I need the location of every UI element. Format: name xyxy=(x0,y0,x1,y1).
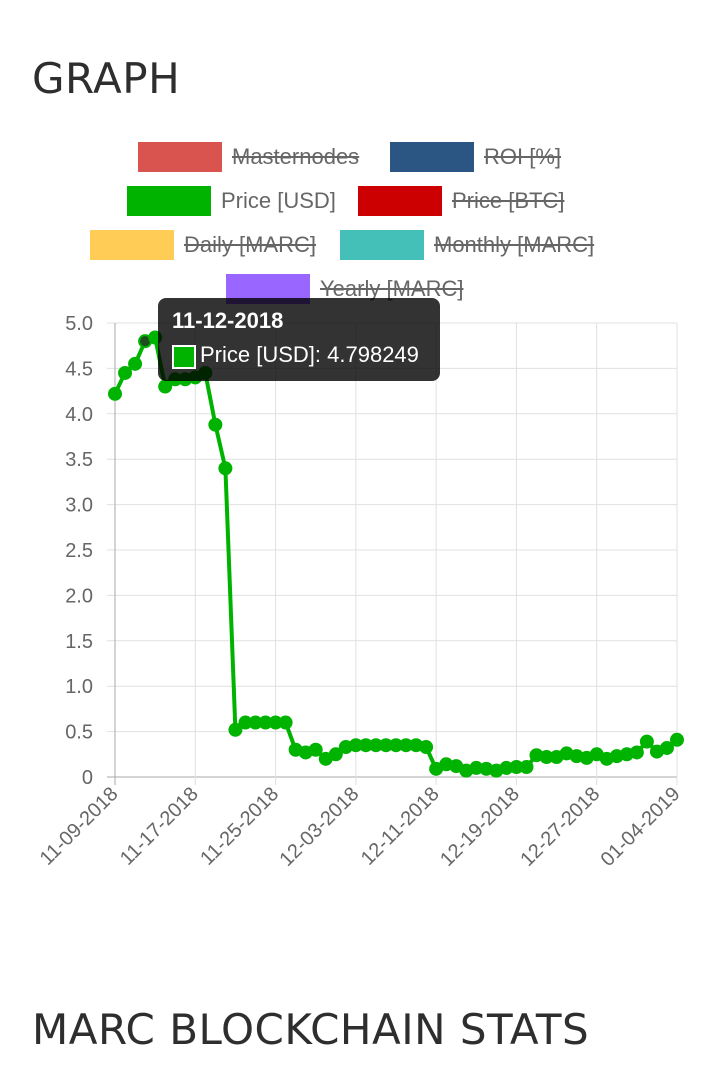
price-usd-line xyxy=(113,335,679,773)
legend-label: Price [BTC] xyxy=(452,188,565,213)
price-usd-point xyxy=(118,365,133,380)
tooltip-color-swatch xyxy=(172,345,196,369)
legend-label: ROI [%] xyxy=(484,144,562,169)
legend-swatch xyxy=(138,142,222,172)
y-tick-label: 1.0 xyxy=(65,676,93,698)
y-tick-label: 4.0 xyxy=(65,404,93,426)
y-tick-label: 4.5 xyxy=(65,358,93,380)
legend-item-monthly-marc[interactable]: Monthly [MARC] xyxy=(340,230,594,260)
legend-label: Yearly [MARC] xyxy=(320,276,464,301)
price-usd-point xyxy=(519,760,534,775)
tooltip-title: 11-12-2018 xyxy=(172,308,284,333)
price-usd-point xyxy=(228,722,243,737)
x-tick-label: 11-25-2018 xyxy=(196,783,283,870)
stats-section-title: MARC BLOCKCHAIN STATS xyxy=(32,1005,590,1054)
y-tick-label: 5.0 xyxy=(65,313,93,335)
legend-swatch xyxy=(390,142,474,172)
legend-label: Monthly [MARC] xyxy=(434,232,595,257)
legend-swatch xyxy=(127,186,211,216)
x-tick-label: 12-27-2018 xyxy=(516,783,604,871)
x-tick-label: 12-03-2018 xyxy=(275,783,363,871)
price-usd-point xyxy=(328,747,343,762)
legend-label: Price [USD] xyxy=(221,188,336,213)
x-tick-label: 12-11-2018 xyxy=(357,783,444,870)
legend-item-daily-marc[interactable]: Daily [MARC] xyxy=(90,230,316,260)
y-tick-label: 2.0 xyxy=(65,585,93,607)
price-usd-point xyxy=(419,740,434,755)
price-usd-point xyxy=(659,740,674,755)
legend-swatch xyxy=(90,230,174,260)
y-tick-label: 0 xyxy=(82,767,93,789)
x-tick-label: 11-17-2018 xyxy=(116,783,203,870)
price-usd-point xyxy=(128,356,143,371)
price-chart: 0 0.5 1.0 1.5 2.0 2.5 3.0 3.5 4.0 4.5 5.0 11-09-201… xyxy=(36,313,685,871)
legend-label: Masternodes xyxy=(232,144,360,169)
legend-swatch xyxy=(358,186,442,216)
tooltip-value: Price [USD]: 4.798249 xyxy=(200,342,419,367)
x-tick-label: 01-04-2019 xyxy=(597,783,685,871)
price-usd-point xyxy=(218,461,233,476)
y-tick-label: 2.5 xyxy=(65,540,93,562)
chart-tooltip: 11-12-2018 Price [USD]: 4.798249 xyxy=(158,298,440,381)
price-usd-point xyxy=(629,745,644,760)
legend-item-masternodes[interactable]: Masternodes xyxy=(138,142,359,172)
legend-item-roi[interactable]: ROI [%] xyxy=(390,142,561,172)
price-usd-point xyxy=(108,386,122,401)
x-tick-label: 11-09-2018 xyxy=(36,783,123,870)
legend-label: Daily [MARC] xyxy=(184,232,317,257)
legend-item-price-btc[interactable]: Price [BTC] xyxy=(358,186,564,216)
price-usd-point xyxy=(639,734,654,749)
y-tick-label: 3.5 xyxy=(65,449,93,471)
price-usd-point xyxy=(308,742,323,757)
graph-title: GRAPH xyxy=(32,54,181,103)
x-tick-label: 12-19-2018 xyxy=(436,783,524,871)
price-usd-point xyxy=(278,715,293,730)
y-tick-label: 0.5 xyxy=(65,722,93,744)
y-tick-label: 1.5 xyxy=(65,631,93,653)
legend-item-price-usd[interactable]: Price [USD] xyxy=(127,186,336,216)
price-usd-point xyxy=(208,417,223,432)
legend-swatch xyxy=(340,230,424,260)
price-usd-point xyxy=(670,732,684,747)
y-tick-label: 3.0 xyxy=(65,495,93,517)
